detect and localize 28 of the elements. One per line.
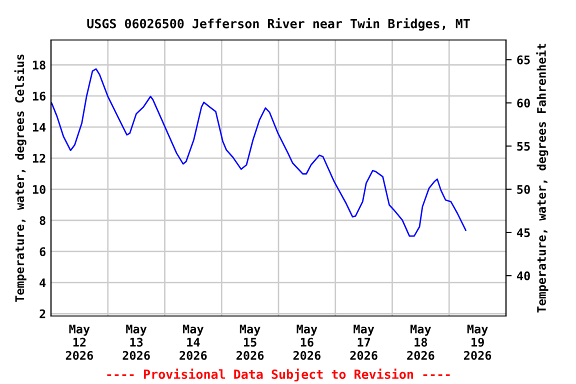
x-tick-label: May 17 2026: [350, 324, 378, 360]
x-tick-label: May 12 2026: [66, 324, 94, 360]
chart-title: USGS 06026500 Jefferson River near Twin Bridges, MT: [87, 18, 470, 31]
line-series: [51, 68, 466, 237]
y2-tick-label: 60: [517, 98, 530, 108]
x-tick-label: May 16 2026: [293, 324, 321, 360]
y-tick-label: 6: [40, 247, 46, 256]
y-axis-title: Temperature, water, degrees Celsius: [14, 54, 26, 302]
x-tick-label: May 15 2026: [236, 324, 264, 360]
y-tick-label: 10: [33, 184, 46, 194]
text: ---- Provisional Data Subject to Revision ----: [107, 368, 450, 382]
y2-tick-label: 50: [517, 184, 530, 194]
y-tick-label: 8: [40, 216, 46, 226]
x-tick-label: May 14 2026: [180, 324, 207, 360]
y2-axis-title: Temperature, water, degrees Fahrenheit: [536, 44, 548, 313]
y-tick-label: 4: [40, 278, 46, 288]
x-tick-label: May 19 2026: [464, 324, 492, 360]
y-tick-label: 14: [33, 122, 46, 132]
y-tick-label: 16: [33, 92, 46, 101]
x-tick-label: May 18 2026: [407, 324, 434, 360]
y2-tick-label: 40: [517, 271, 530, 280]
y2-tick-label: 65: [517, 55, 530, 64]
y-tick-label: 2: [40, 309, 46, 318]
y-tick-label: 18: [33, 60, 46, 70]
y-tick-label: 12: [33, 154, 46, 163]
x-tick-label: May 13 2026: [122, 324, 150, 360]
y2-tick-label: 45: [517, 228, 530, 238]
y2-tick-label: 55: [517, 142, 530, 151]
